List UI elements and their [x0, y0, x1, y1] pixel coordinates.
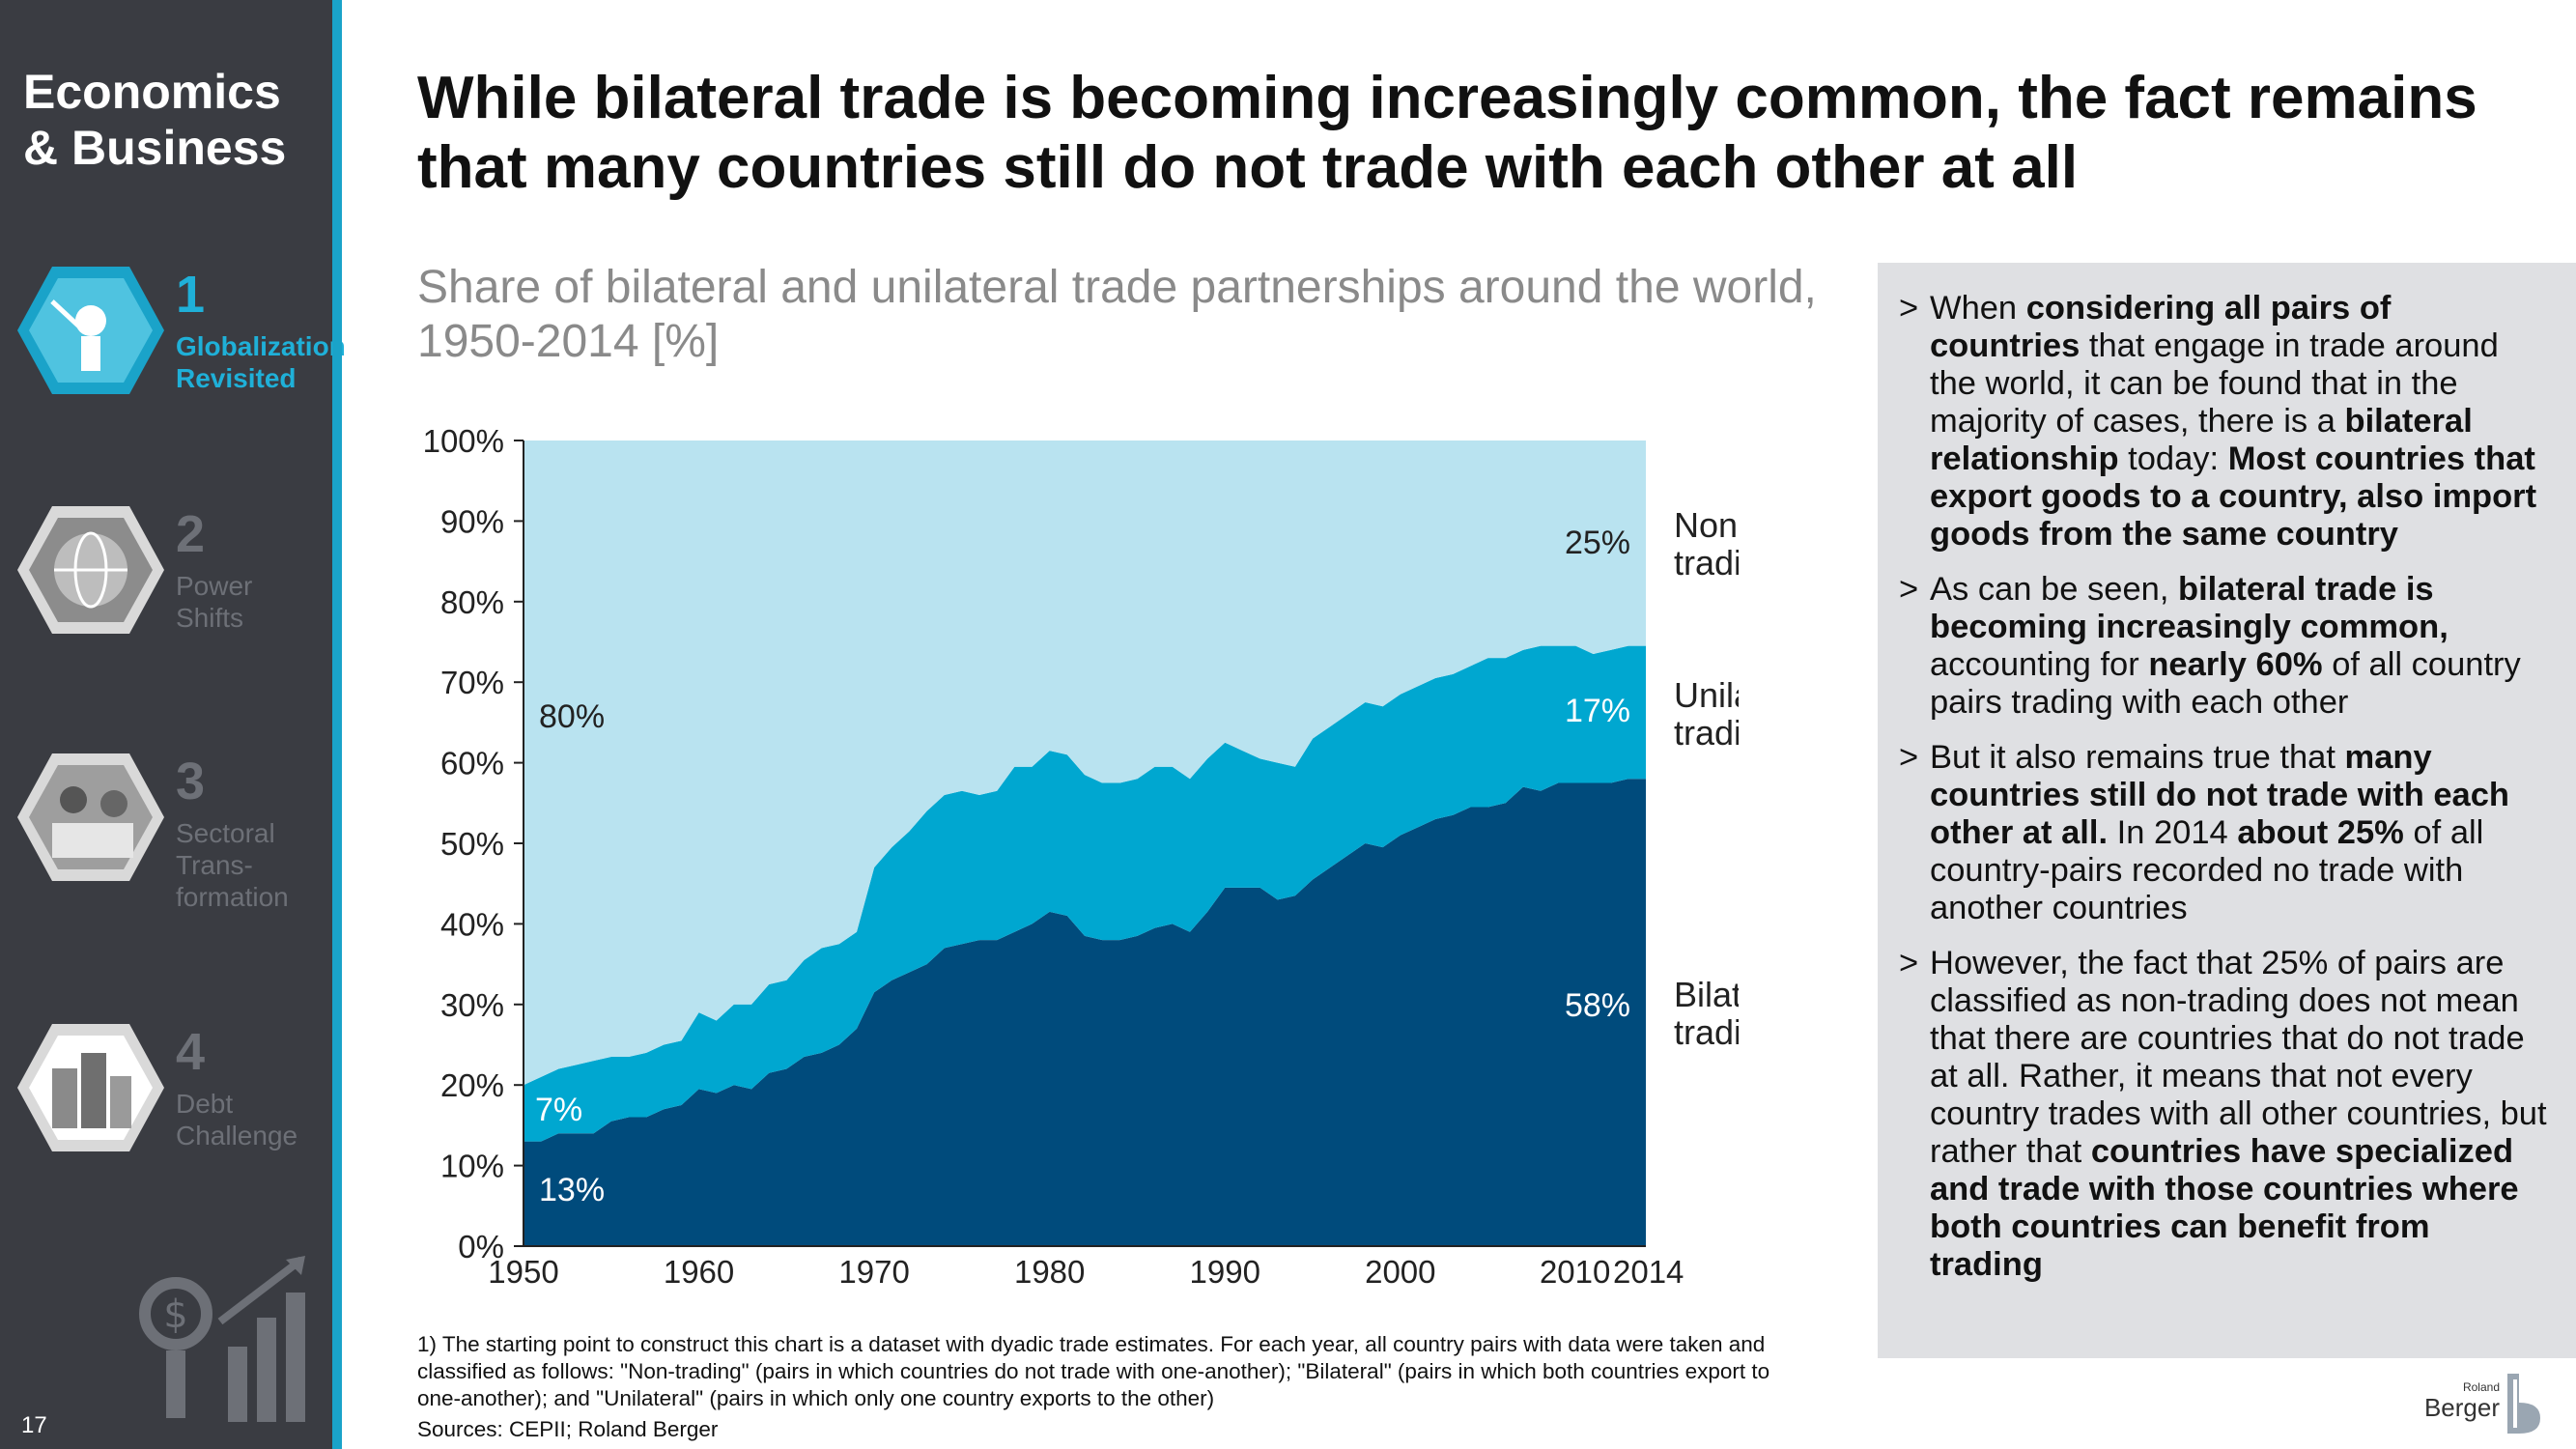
x-tick-label: 2014	[1613, 1254, 1684, 1290]
globe-icon	[17, 506, 164, 634]
section-title-line2: & Business	[23, 121, 287, 175]
emphasis: many countries still do not trade with e…	[1930, 739, 2509, 851]
label-nontrading-end: 25%	[1565, 525, 1630, 561]
x-tick-label: 1990	[1190, 1254, 1260, 1290]
legend-bilateral-line2: trading	[1674, 1012, 1739, 1052]
emphasis: countries have specialized and trade wit…	[1930, 1133, 2519, 1283]
nav-label-line: Trans-	[176, 850, 253, 880]
chart-title: Share of bilateral and unilateral trade …	[417, 262, 1817, 367]
emphasis: Most countries that export goods to a co…	[1930, 440, 2537, 553]
legend-nontrading-line2: trading	[1674, 543, 1739, 582]
y-tick-label: 20%	[440, 1067, 504, 1103]
legend-unilateral-line1: Unilateral	[1674, 675, 1739, 715]
nav-label-line: Shifts	[176, 603, 244, 633]
label-bilateral-start: 13%	[539, 1172, 605, 1208]
area-non-trading	[524, 440, 1646, 1086]
x-tick-label: 2010	[1540, 1254, 1610, 1290]
workers-icon	[17, 753, 164, 881]
nav-label-line: Challenge	[176, 1121, 298, 1151]
footnote: 1) The starting point to construct this …	[417, 1332, 1770, 1410]
sources: Sources: CEPII; Roland Berger	[417, 1417, 719, 1441]
page-headline: While bilateral trade is becoming increa…	[417, 65, 2477, 201]
nav-label: Sectoral Trans- formation	[176, 817, 289, 913]
svg-text:$: $	[163, 1293, 187, 1337]
emphasis: bilateral relationship	[1930, 403, 2473, 477]
x-tick-label: 2000	[1365, 1254, 1435, 1290]
section-title-line1: Economics	[23, 65, 281, 119]
legend-nontrading-line1: Non-	[1674, 505, 1739, 545]
section-title: Economics & Business	[23, 64, 286, 176]
legend-bilateral-line1: Bilateral	[1674, 975, 1739, 1014]
nav-label-line: Sectoral	[176, 818, 275, 848]
sidebar: Economics & Business 1 Globalization Rev…	[0, 0, 346, 1449]
finding-bullet: As can be seen, bilateral trade is becom…	[1899, 571, 2547, 722]
emphasis: bilateral trade is becoming increasingly…	[1930, 571, 2449, 645]
y-tick-label: 0%	[458, 1229, 504, 1264]
text: that engage in trade around the world, i…	[1930, 327, 2499, 440]
text: When	[1930, 290, 2026, 327]
nav-number: 1	[176, 266, 206, 324]
label-bilateral-end: 58%	[1565, 987, 1630, 1024]
y-tick-label: 40%	[440, 906, 504, 942]
text: But it also remains true that	[1930, 739, 2345, 776]
text: In 2014	[2108, 814, 2238, 851]
globe-person-icon	[17, 267, 164, 394]
x-tick-label: 1960	[664, 1254, 734, 1290]
label-unilateral-end: 17%	[1565, 693, 1630, 729]
y-tick-label: 100%	[423, 423, 504, 459]
text: of all country pairs trading with each o…	[1930, 646, 2521, 721]
sidebar-accent-bar	[332, 0, 342, 1449]
label-unilateral-start: 7%	[535, 1092, 582, 1128]
text: of all country-pairs recorded no trade w…	[1930, 814, 2484, 926]
label-nontrading-start: 80%	[539, 698, 605, 735]
nav-item-debt-challenge[interactable]: 4 Debt Challenge	[0, 1020, 332, 1184]
economics-chart-icon: $	[139, 1256, 305, 1422]
nav-number: 2	[176, 505, 206, 563]
nav-label-line: Revisited	[176, 363, 297, 393]
legend-unilateral-line2: trading	[1674, 713, 1739, 753]
key-findings-panel: When considering all pairs of countries …	[1878, 263, 2576, 1358]
y-tick-label: 80%	[440, 584, 504, 620]
nav-item-power-shifts[interactable]: 2 Power Shifts	[0, 502, 332, 667]
finding-bullet: When considering all pairs of countries …	[1899, 290, 2547, 554]
emphasis: nearly 60%	[2148, 646, 2323, 683]
nav-label-line: Globalization	[176, 331, 346, 361]
x-tick-label: 1950	[488, 1254, 558, 1290]
stacked-area-chart: 0% 10% 20% 30% 40% 50% 60% 70% 80% 90% 100% 1950 196…	[423, 423, 1739, 1290]
logo-large-text: Berger	[2424, 1393, 2500, 1422]
nav-label: Debt Challenge	[176, 1088, 297, 1151]
y-tick-label: 60%	[440, 746, 504, 781]
nav-number: 4	[176, 1023, 206, 1081]
nav-label: Globalization Revisited	[176, 330, 346, 394]
y-tick-label: 90%	[440, 503, 504, 539]
y-tick-label: 50%	[440, 826, 504, 862]
emphasis: considering all pairs of countries	[1930, 290, 2392, 364]
y-tick-label: 70%	[440, 665, 504, 700]
area-unilateral-trading	[524, 645, 1646, 1142]
x-tick-label: 1980	[1014, 1254, 1085, 1290]
emphasis: about 25%	[2237, 814, 2404, 851]
nav-label-line: Debt	[176, 1089, 234, 1119]
finding-bullet: However, the fact that 25% of pairs are …	[1899, 945, 2547, 1284]
coins-icon	[17, 1024, 164, 1151]
nav-label: Power Shifts	[176, 570, 252, 634]
nav-label-line: formation	[176, 882, 289, 912]
nav-label-line: Power	[176, 571, 253, 601]
page-number: 17	[21, 1412, 47, 1438]
y-tick-label: 10%	[440, 1149, 504, 1184]
text: today:	[2118, 440, 2228, 477]
finding-bullet: But it also remains true that many count…	[1899, 739, 2547, 927]
logo-small-text: Roland	[2463, 1380, 2500, 1394]
area-bilateral-trading	[524, 779, 1646, 1246]
text: However, the fact that 25% of pairs are …	[1930, 945, 2547, 1170]
nav-number: 3	[176, 753, 206, 810]
text: As can be seen,	[1930, 571, 2178, 608]
nav-item-sectoral-transformation[interactable]: 3 Sectoral Trans- formation	[0, 750, 332, 914]
roland-berger-logo: Roland Berger	[2424, 1374, 2540, 1434]
x-tick-label: 1970	[838, 1254, 909, 1290]
y-tick-label: 30%	[440, 987, 504, 1023]
text: accounting for	[1930, 646, 2149, 683]
nav-item-globalization[interactable]: 1 Globalization Revisited	[0, 263, 346, 427]
